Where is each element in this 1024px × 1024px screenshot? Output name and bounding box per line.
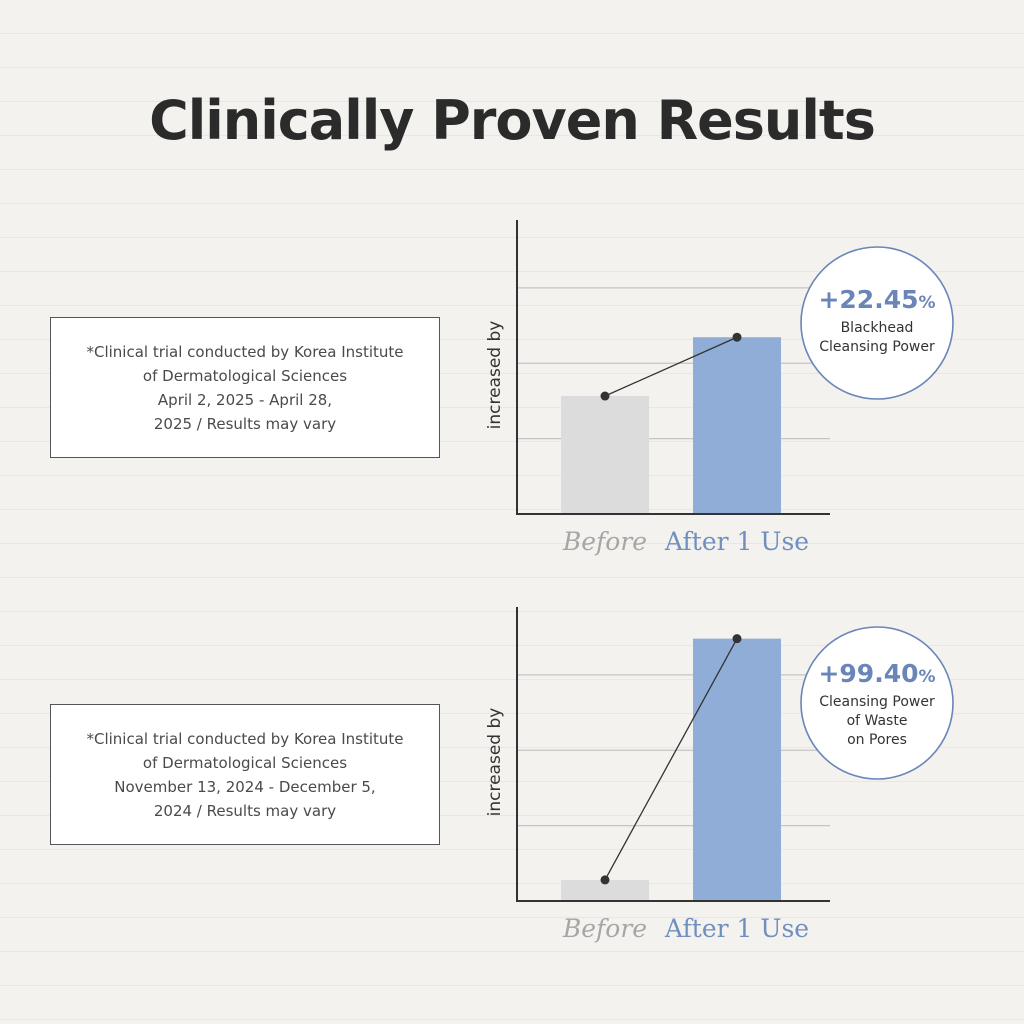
bar-after [693,638,781,901]
bar-after [693,337,781,514]
pore-waste-chart: increased by Before After 1 Use +99.40% Clea… [485,607,954,943]
badge-label-line: Cleansing Power [819,694,935,710]
y-axis-label: increased by [485,321,505,430]
note-line: April 2, 2025 - April 28, [157,390,333,409]
note-line: 2025 / Results may vary [153,414,337,433]
tick-label-after: After 1 Use [664,527,809,556]
note-line: *Clinical trial conducted by Korea Insti… [86,729,404,748]
note-line: of Dermatological Sciences [142,753,348,772]
badge-label-line: on Pores [847,732,907,748]
bar-before [561,396,649,514]
badge-value: +22.45% [818,285,935,314]
clinical-note-2: *Clinical trial conducted by Korea Insti… [50,704,440,845]
result-badge [800,626,954,780]
trend-line [604,638,738,881]
clinical-note-1: *Clinical trial conducted by Korea Insti… [50,317,440,458]
badge-label-line: Blackhead [841,320,914,336]
note-line: *Clinical trial conducted by Korea Insti… [86,342,404,361]
note-line: 2024 / Results may vary [153,801,337,820]
y-axis-label: increased by [485,708,505,817]
point-after [732,634,742,644]
point-before [600,875,610,885]
trend-line [604,336,738,397]
badge-label-line: Cleansing Power [819,339,935,355]
page-title: Clinically Proven Results [149,89,876,152]
badge-label-line: of Waste [847,713,908,729]
note-line: November 13, 2024 - December 5, [114,777,376,796]
result-badge [800,246,954,400]
tick-label-before: Before [562,527,647,556]
tick-label-after: After 1 Use [664,914,809,943]
badge-value: +99.40% [818,659,935,688]
point-before [600,391,610,401]
blackhead-chart: increased by Before After 1 Use +22.45% Blac… [485,220,954,556]
bar-before [561,879,649,901]
note-line: of Dermatological Sciences [142,366,348,385]
point-after [732,332,742,342]
tick-label-before: Before [562,914,647,943]
